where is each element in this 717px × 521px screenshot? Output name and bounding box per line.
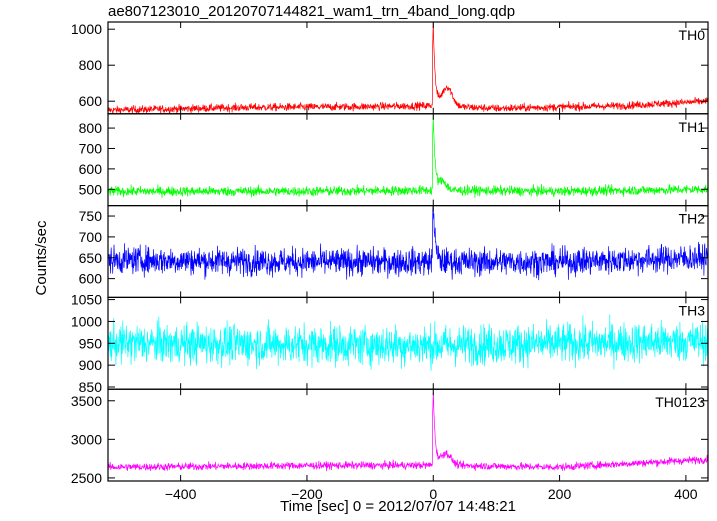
y-tick-label: 700 [79,140,103,156]
x-tick-label: 400 [674,486,698,502]
panel-frame [107,388,709,482]
y-tick-label: 800 [79,57,103,73]
x-tick-label: −400 [165,486,197,502]
y-tick-label: 600 [79,271,103,287]
y-tick-label: 2500 [71,470,102,486]
x-tick-label: 0 [429,486,437,502]
y-axis-label: Counts/sec [33,220,50,296]
chart-title: ae807123010_20120707144821_wam1_trn_4ban… [108,3,515,20]
panel-label-th1: TH1 [679,119,706,135]
panel-label-th0123: TH0123 [655,394,705,410]
y-tick-label: 1050 [71,292,102,308]
panel-label-th3: TH3 [679,302,706,318]
y-tick-label: 900 [79,357,103,373]
series-line-th3 [108,314,708,371]
series-line-th0 [108,22,708,114]
panel-th1: TH1 500 600 700 800 [79,113,709,207]
x-axis-label: Time [sec] 0 = 2012/07/07 14:48:21 [280,498,516,515]
y-tick-label: 700 [79,229,103,245]
panel-th0123: TH0123 2500 3000 3500 [71,388,709,486]
x-tick-label: −200 [291,486,323,502]
y-tick-label: 750 [79,208,103,224]
y-tick-label: 600 [79,93,103,109]
x-tick-label: 200 [548,486,572,502]
panel-label-th0: TH0 [679,27,706,43]
panel-th0: TH0 600 800 1000 [71,21,709,115]
panel-label-th2: TH2 [679,211,706,227]
y-tick-label: 650 [79,250,103,266]
y-tick-label: 800 [79,120,103,136]
y-tick-label: 950 [79,335,103,351]
panel-th3: TH3 850 900 950 1000 1050 [71,292,709,395]
series-line-th1 [108,115,708,199]
panels-group: TH0 600 800 1000 TH1 500 600 700 800 TH2 600 650 700… [71,21,709,502]
y-tick-label: 3500 [71,393,102,409]
panel-frame [107,205,709,299]
y-tick-label: 3000 [71,431,102,447]
y-tick-label: 1000 [71,313,102,329]
y-tick-label: 1000 [71,21,102,37]
series-line-th2 [108,205,708,281]
y-tick-label: 850 [79,379,103,395]
panel-th2: TH2 600 650 700 750 [79,205,709,299]
series-line-th0123 [108,391,708,472]
y-tick-label: 500 [79,181,103,197]
panel-frame [107,21,709,115]
y-tick-label: 600 [79,161,103,177]
